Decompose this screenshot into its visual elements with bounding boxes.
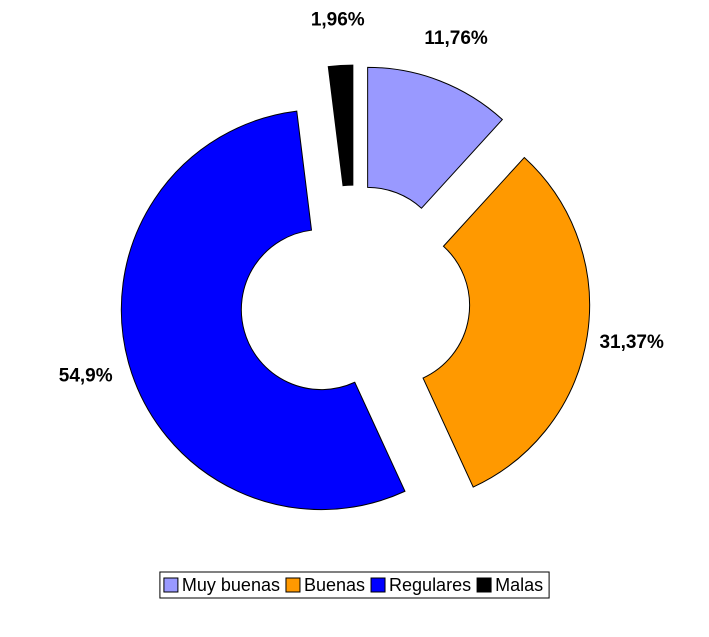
donut-slice: [422, 156, 591, 488]
donut-slice: [327, 64, 354, 187]
legend-label: Malas: [495, 575, 543, 595]
legend-swatch: [163, 577, 179, 593]
legend-swatch: [285, 577, 301, 593]
legend-swatch: [476, 577, 492, 593]
data-label: 54,9%: [59, 366, 113, 387]
data-label: 11,76%: [424, 28, 487, 49]
data-label: 1,96%: [311, 10, 365, 31]
donut-slice: [120, 110, 406, 511]
legend-swatch: [370, 577, 386, 593]
legend: Muy buenas Buenas Regulares Malas: [159, 571, 550, 599]
legend-label: Buenas: [304, 575, 365, 595]
legend-label: Regulares: [389, 575, 471, 595]
donut-slice: [367, 66, 504, 209]
legend-label: Muy buenas: [182, 575, 280, 595]
data-label: 31,37%: [599, 332, 664, 353]
